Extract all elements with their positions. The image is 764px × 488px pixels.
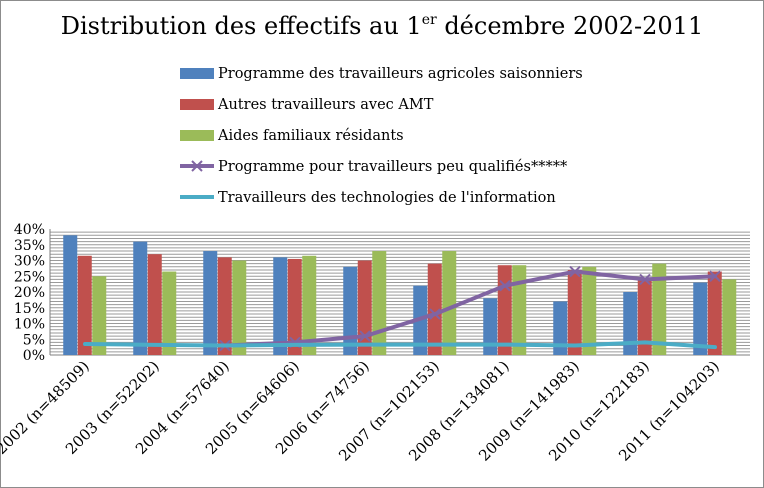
y-tick-label: 25% — [14, 269, 45, 285]
series-line — [223, 269, 717, 348]
bar — [707, 271, 722, 355]
legend-swatch — [180, 130, 214, 141]
bar — [133, 241, 148, 355]
legend-swatch — [180, 99, 214, 110]
y-tick-label: 30% — [14, 254, 45, 270]
chart-title-main: Distribution des effectifs au 1 — [60, 12, 422, 40]
bar — [652, 263, 667, 355]
bar — [273, 257, 288, 355]
y-tick-label: 0% — [23, 348, 45, 364]
line-marker — [639, 273, 651, 286]
y-tick-label: 40% — [14, 222, 45, 238]
line-marker — [709, 270, 721, 282]
bar — [63, 235, 78, 355]
bar — [232, 260, 247, 355]
bar — [582, 266, 597, 355]
bar — [567, 269, 582, 355]
y-tick-label: 5% — [23, 332, 45, 348]
y-tick-label: 20% — [14, 285, 45, 301]
bar — [343, 266, 358, 355]
legend-label: Autres travailleurs avec AMT — [217, 97, 434, 113]
bar — [287, 258, 302, 355]
bar — [427, 263, 442, 355]
y-tick-label: 35% — [14, 238, 45, 254]
chart-title-tail: décembre 2002-2011 — [436, 12, 704, 40]
legend-label: Programme des travailleurs agricoles sai… — [218, 66, 583, 82]
bar — [553, 301, 568, 355]
legend-label: Programme pour travailleurs peu qualifié… — [218, 159, 568, 175]
bar — [483, 298, 498, 355]
bar — [442, 251, 457, 355]
bar — [162, 271, 177, 355]
legend-marker — [191, 160, 203, 172]
legend-label: Aides familiaux résidants — [217, 128, 404, 144]
bar — [92, 276, 107, 355]
bar — [302, 255, 317, 355]
bar — [722, 279, 737, 355]
bar — [637, 279, 652, 355]
y-tick-label: 10% — [14, 317, 45, 333]
bar — [623, 292, 638, 355]
chart-title: Distribution des effectifs au 1er décemb… — [0, 12, 764, 40]
legend-label: Travailleurs des technologies de l'infor… — [218, 190, 556, 206]
line-marker — [359, 330, 371, 342]
bar — [512, 265, 527, 355]
bar — [217, 257, 232, 355]
series-line — [83, 340, 717, 350]
bar — [147, 254, 162, 355]
legend-swatch — [180, 68, 214, 79]
bar — [203, 251, 218, 355]
line-marker — [429, 308, 441, 320]
bar — [372, 251, 387, 355]
bar — [497, 265, 512, 355]
line-marker — [499, 279, 511, 292]
bar — [693, 282, 708, 355]
y-tick-label: 15% — [14, 301, 45, 317]
bar — [77, 255, 92, 355]
chart-title-superscript: er — [421, 12, 437, 28]
line-marker — [569, 265, 581, 278]
